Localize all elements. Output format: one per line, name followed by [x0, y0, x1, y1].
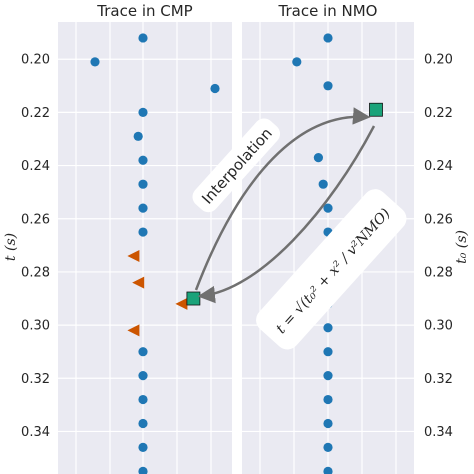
- left-y-tick-labels: 0.20 0.22 0.24 0.26 0.28 0.30 0.32 0.34: [21, 53, 50, 440]
- y-tick-label: 0.22: [21, 106, 50, 121]
- data-point: [323, 418, 333, 429]
- data-point: [138, 203, 148, 213]
- data-point: [138, 33, 148, 43]
- y-tick-label: 0.34: [424, 425, 453, 440]
- data-point: [138, 466, 148, 474]
- data-point: [323, 442, 333, 453]
- right-y-axis-label: t₀ (s): [454, 230, 470, 264]
- y-tick-label: 0.30: [424, 319, 453, 334]
- data-point: [138, 371, 148, 381]
- data-point: [323, 203, 333, 213]
- data-point: [323, 394, 333, 405]
- formula-box: [256, 189, 407, 350]
- picked-sample-triangle: [127, 324, 140, 337]
- data-point: [90, 57, 100, 67]
- data-point: [323, 33, 333, 43]
- data-point: [138, 394, 148, 405]
- picked-sample-triangle: [175, 297, 188, 310]
- y-tick-label: 0.32: [21, 372, 50, 387]
- data-point: [138, 442, 148, 453]
- data-point: [323, 323, 333, 333]
- data-point: [133, 131, 143, 141]
- data-point: [323, 347, 333, 357]
- data-point: [210, 83, 220, 94]
- cmp-panel-title: Trace in CMP: [96, 2, 192, 20]
- y-tick-label: 0.30: [21, 319, 50, 334]
- y-tick-label: 0.28: [21, 265, 50, 280]
- y-tick-label: 0.24: [21, 159, 50, 174]
- interpolation-arrow-down: [197, 125, 376, 304]
- picked-sample-triangle: [132, 276, 145, 289]
- y-tick-label: 0.34: [21, 425, 50, 440]
- interpolated-sample-square: [369, 102, 383, 117]
- right-y-tick-labels: 0.20 0.22 0.24 0.26 0.28 0.30 0.32 0.34: [424, 53, 453, 440]
- interpolated-sample-square: [186, 291, 201, 306]
- data-point: [323, 466, 333, 474]
- data-point: [318, 179, 328, 189]
- data-point: [138, 347, 148, 357]
- y-tick-label: 0.26: [21, 212, 50, 227]
- data-point: [323, 81, 333, 91]
- interpolation-box: [192, 118, 281, 213]
- cmp-panel: [58, 22, 232, 474]
- data-point: [138, 227, 148, 237]
- y-tick-label: 0.28: [424, 265, 453, 280]
- y-tick-label: 0.24: [424, 159, 453, 174]
- y-tick-label: 0.20: [21, 53, 50, 68]
- left-y-axis-label: t (s): [3, 233, 19, 261]
- data-point: [138, 107, 148, 117]
- data-point: [323, 371, 333, 381]
- data-point: [292, 57, 302, 67]
- y-tick-label: 0.20: [424, 53, 453, 68]
- data-point: [138, 418, 148, 429]
- picked-sample-triangle: [127, 249, 140, 262]
- interpolation-arrow-up: [194, 107, 371, 291]
- data-point: [313, 153, 323, 163]
- nmo-panel-title: Trace in NMO: [278, 2, 378, 20]
- y-tick-label: 0.32: [424, 372, 453, 387]
- y-tick-label: 0.22: [424, 106, 453, 121]
- data-point: [138, 155, 148, 165]
- y-tick-label: 0.26: [424, 212, 453, 227]
- data-point: [138, 179, 148, 189]
